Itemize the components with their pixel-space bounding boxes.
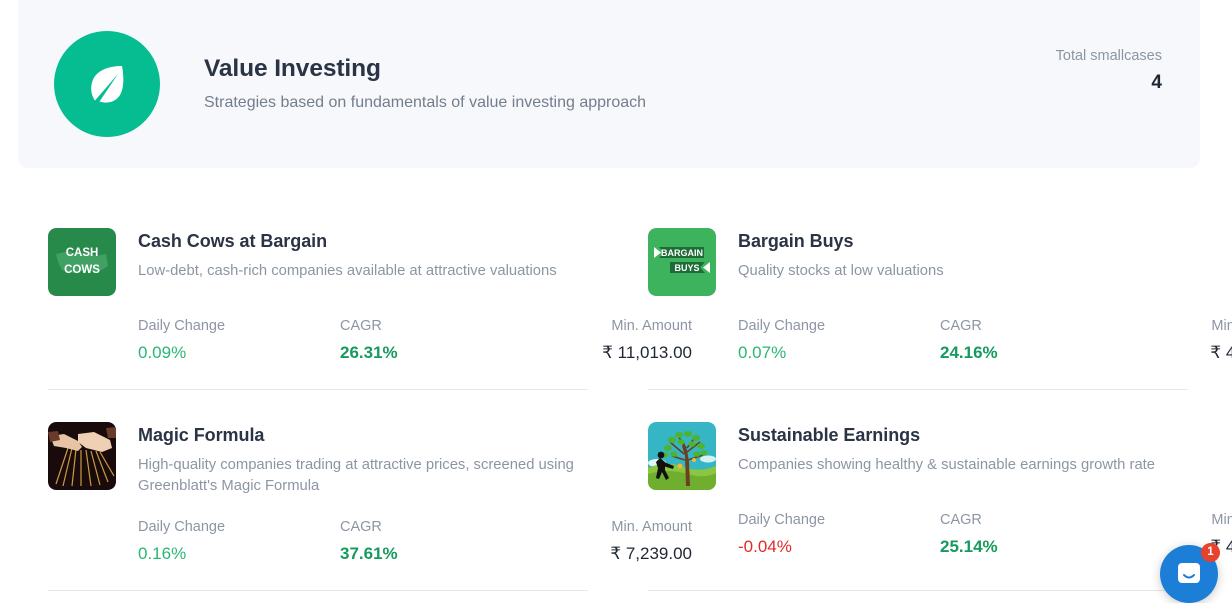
stat-value-min-amount: ₹ 4,745.00	[1142, 344, 1232, 363]
stat-cagr: CAGR 24.16%	[940, 318, 1142, 363]
stat-value-cagr: 26.31%	[340, 344, 542, 363]
collection-header-banner: Value Investing Strategies based on fund…	[18, 0, 1200, 168]
smallcase-card-header: Sustainable Earnings Companies showing h…	[648, 422, 1188, 490]
stat-label-cagr: CAGR	[340, 519, 542, 536]
total-smallcases-value: 4	[1056, 73, 1162, 94]
smallcase-card[interactable]: BARGAIN BUYS Bargain Buys Quality stocks…	[648, 196, 1188, 390]
stat-value-cagr: 24.16%	[940, 344, 1142, 363]
smallcase-title[interactable]: Magic Formula	[138, 424, 588, 447]
stat-label-daily-change: Daily Change	[738, 318, 940, 335]
smallcase-card-header: Magic Formula High-quality companies tra…	[48, 422, 588, 497]
smallcase-description: High-quality companies trading at attrac…	[138, 455, 578, 497]
leaf-icon	[54, 31, 160, 137]
stat-label-min-amount: Min. Amount	[1142, 318, 1232, 335]
collection-header-text: Value Investing Strategies based on fund…	[204, 54, 1056, 114]
stat-label-cagr: CAGR	[940, 318, 1142, 335]
stat-value-daily-change: -0.04%	[738, 538, 940, 557]
stat-daily-change: Daily Change 0.07%	[738, 318, 940, 363]
total-smallcases-stat: Total smallcases 4	[1056, 48, 1166, 94]
chat-bubble-icon	[1175, 560, 1203, 588]
smallcase-card-info: Sustainable Earnings Companies showing h…	[738, 422, 1188, 476]
stat-value-daily-change: 0.07%	[738, 344, 940, 363]
thumb-text-line2: COWS	[64, 264, 100, 276]
smallcase-stats: Daily Change -0.04% CAGR 25.14% Min. Amo…	[648, 512, 1188, 557]
smallcase-description: Companies showing healthy & sustainable …	[738, 455, 1178, 476]
stat-min-amount: Min. Amount ₹ 4,745.00	[1142, 318, 1232, 363]
smallcase-card[interactable]: Magic Formula High-quality companies tra…	[48, 390, 588, 591]
stat-label-daily-change: Daily Change	[738, 512, 940, 529]
stat-daily-change: Daily Change -0.04%	[738, 512, 940, 557]
bargain-buys-thumbnail: BARGAIN BUYS	[648, 228, 716, 296]
stat-label-daily-change: Daily Change	[138, 318, 340, 335]
stat-label-cagr: CAGR	[940, 512, 1142, 529]
stat-daily-change: Daily Change 0.16%	[138, 519, 340, 564]
page-title: Value Investing	[204, 54, 1056, 83]
thumb-text-line1: CASH	[66, 247, 99, 259]
smallcase-card[interactable]: CASH COWS Cash Cows at Bargain Low-debt,…	[48, 196, 588, 390]
stat-value-cagr: 37.61%	[340, 545, 542, 564]
chat-launcher-button[interactable]: 1	[1160, 545, 1218, 603]
smallcase-card-info: Bargain Buys Quality stocks at low valua…	[738, 228, 1188, 282]
smallcase-card-header: BARGAIN BUYS Bargain Buys Quality stocks…	[648, 228, 1188, 296]
smallcase-title[interactable]: Cash Cows at Bargain	[138, 230, 588, 253]
total-smallcases-label: Total smallcases	[1056, 48, 1162, 65]
smallcase-title[interactable]: Bargain Buys	[738, 230, 1188, 253]
stat-value-daily-change: 0.09%	[138, 344, 340, 363]
sustainable-earnings-thumbnail	[648, 422, 716, 490]
stat-label-daily-change: Daily Change	[138, 519, 340, 536]
thumb-text-line2: BUYS	[674, 263, 699, 273]
stat-cagr: CAGR 37.61%	[340, 519, 542, 564]
stat-cagr: CAGR 26.31%	[340, 318, 542, 363]
smallcase-description: Low-debt, cash-rich companies available …	[138, 261, 578, 282]
smallcase-stats: Daily Change 0.07% CAGR 24.16% Min. Amou…	[648, 318, 1188, 363]
thumb-text-line1: BARGAIN	[661, 248, 703, 258]
smallcase-card-info: Magic Formula High-quality companies tra…	[138, 422, 588, 497]
stat-value-daily-change: 0.16%	[138, 545, 340, 564]
cash-cows-thumbnail: CASH COWS	[48, 228, 116, 296]
page-subtitle: Strategies based on fundamentals of valu…	[204, 93, 1056, 114]
smallcase-description: Quality stocks at low valuations	[738, 261, 1178, 282]
stat-label-min-amount: Min. Amount	[1142, 512, 1232, 529]
smallcase-stats: Daily Change 0.16% CAGR 37.61% Min. Amou…	[48, 519, 588, 564]
chat-unread-badge: 1	[1201, 543, 1220, 562]
smallcase-card-header: CASH COWS Cash Cows at Bargain Low-debt,…	[48, 228, 588, 296]
stat-daily-change: Daily Change 0.09%	[138, 318, 340, 363]
smallcase-list: CASH COWS Cash Cows at Bargain Low-debt,…	[48, 196, 1188, 591]
magic-formula-thumbnail	[48, 422, 116, 490]
smallcase-card-info: Cash Cows at Bargain Low-debt, cash-rich…	[138, 228, 588, 282]
stat-value-cagr: 25.14%	[940, 538, 1142, 557]
smallcase-card[interactable]: Sustainable Earnings Companies showing h…	[648, 390, 1188, 591]
stat-cagr: CAGR 25.14%	[940, 512, 1142, 557]
smallcase-stats: Daily Change 0.09% CAGR 26.31% Min. Amou…	[48, 318, 588, 363]
stat-label-cagr: CAGR	[340, 318, 542, 335]
smallcase-title[interactable]: Sustainable Earnings	[738, 424, 1188, 447]
